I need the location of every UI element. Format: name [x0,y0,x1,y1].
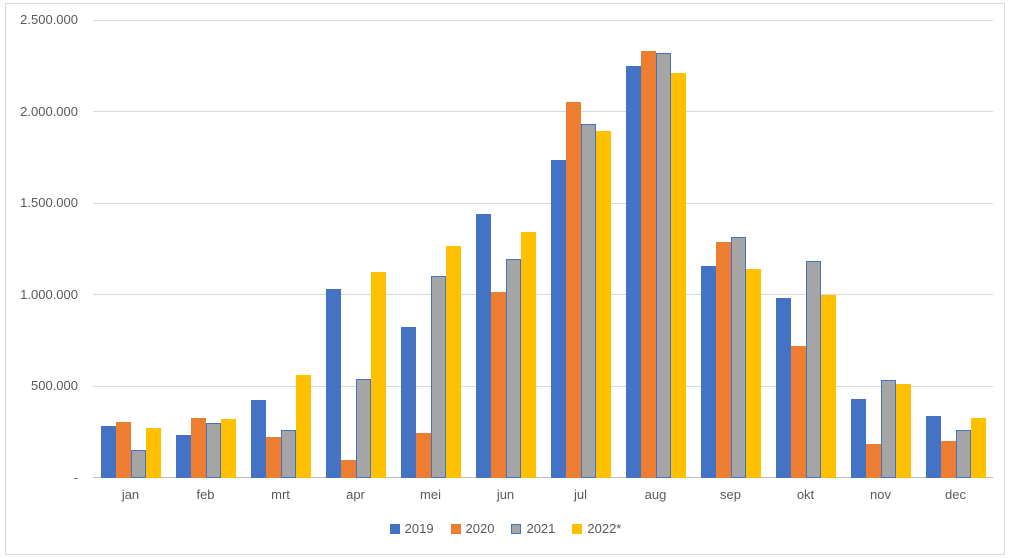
bar-2019-jul [550,160,566,478]
y-axis-tick-label: 2.000.000 [20,103,78,119]
bar-2019-sep [700,266,716,478]
bar-2019-mei [400,326,416,478]
gridline [93,385,993,387]
bar-2021-okt [805,260,821,478]
y-axis-tick-label: 2.500.000 [20,12,78,27]
bar-2019-nov [850,399,866,478]
legend-item: 2022* [572,521,621,536]
x-axis-label: nov [870,487,891,502]
bar-2020-okt [790,346,806,478]
bar-2020-nov [865,444,881,478]
legend-item: 2021 [511,521,555,536]
x-axis-label: mrt [271,487,290,502]
plot-area [93,19,993,478]
bar-2022-apr [370,271,386,478]
x-axis-label: aug [644,487,667,502]
bar-2022-mrt [295,374,311,478]
gridline [93,19,993,21]
bar-2022-jul [595,130,611,478]
bar-2022-okt [820,294,836,478]
bar-2019-dec [925,415,941,478]
bar-2022-mei [445,246,461,478]
x-axis-label: feb [196,487,215,502]
legend-label: 2019 [404,521,434,536]
bar-2021-mrt [280,430,296,478]
bar-2020-jun [490,292,506,478]
x-axis-label: mei [420,487,441,502]
bar-2022-sep [745,269,761,478]
bar-2022-jun [520,231,536,478]
legend-swatch-icon [572,523,583,534]
bar-2020-mrt [265,436,281,478]
x-axis-label: jul [573,487,587,502]
bar-2021-aug [655,52,671,478]
bar-2019-apr [325,289,341,478]
bar-2021-sep [730,237,746,478]
bar-2020-jul [565,101,581,478]
y-axis-tick-label: 1.500.000 [20,195,78,211]
bar-2021-jun [505,259,521,478]
bar-2019-feb [175,434,191,478]
bar-2020-mei [415,433,431,478]
bar-2020-dec [940,441,956,478]
bar-2019-aug [625,65,641,478]
y-axis-tick-label: - [73,470,78,485]
bar-2020-jan [115,422,131,478]
x-axis-label: jun [496,487,515,502]
x-axis-label: dec [945,487,966,502]
bar-2021-jul [580,123,596,478]
bar-2020-sep [715,241,731,478]
bar-2021-dec [955,430,971,478]
bar-2022-aug [670,73,686,478]
bar-2021-jan [130,449,146,478]
x-axis-label: jan [121,487,140,502]
gridline [93,294,993,296]
legend-swatch-icon [389,523,400,534]
legend-swatch-icon [450,523,461,534]
x-axis-label: okt [796,487,815,502]
x-axis-label: sep [720,487,741,502]
bar-2020-apr [340,459,356,478]
bar-2020-aug [640,51,656,478]
y-axis-tick-label: 1.000.000 [20,286,78,302]
y-axis-tick-label: 500.000 [31,378,78,394]
legend: 2019 2020 2021 2022* [0,521,1011,536]
bar-2021-feb [205,423,221,478]
gridline [93,111,993,113]
bar-2022-feb [220,419,236,478]
bar-2019-jan [100,425,116,478]
x-axis-label: apr [346,487,365,502]
bar-2021-apr [355,379,371,478]
bar-2022-jan [145,427,161,478]
x-axis-line [93,477,993,478]
legend-label: 2020 [465,521,495,536]
bar-2021-nov [880,380,896,478]
bar-2019-jun [475,214,491,478]
legend-label: 2022* [587,521,622,536]
bar-2021-mei [430,275,446,478]
legend-swatch-icon [511,523,522,534]
bar-2022-nov [895,383,911,478]
bar-2019-okt [775,298,791,478]
legend-item: 2020 [450,521,495,536]
bar-2022-dec [970,418,986,478]
legend-item: 2019 [389,521,434,536]
legend-label: 2021 [526,521,556,536]
bar-2020-feb [190,417,206,478]
gridline [93,202,993,204]
bar-2019-mrt [250,400,266,478]
